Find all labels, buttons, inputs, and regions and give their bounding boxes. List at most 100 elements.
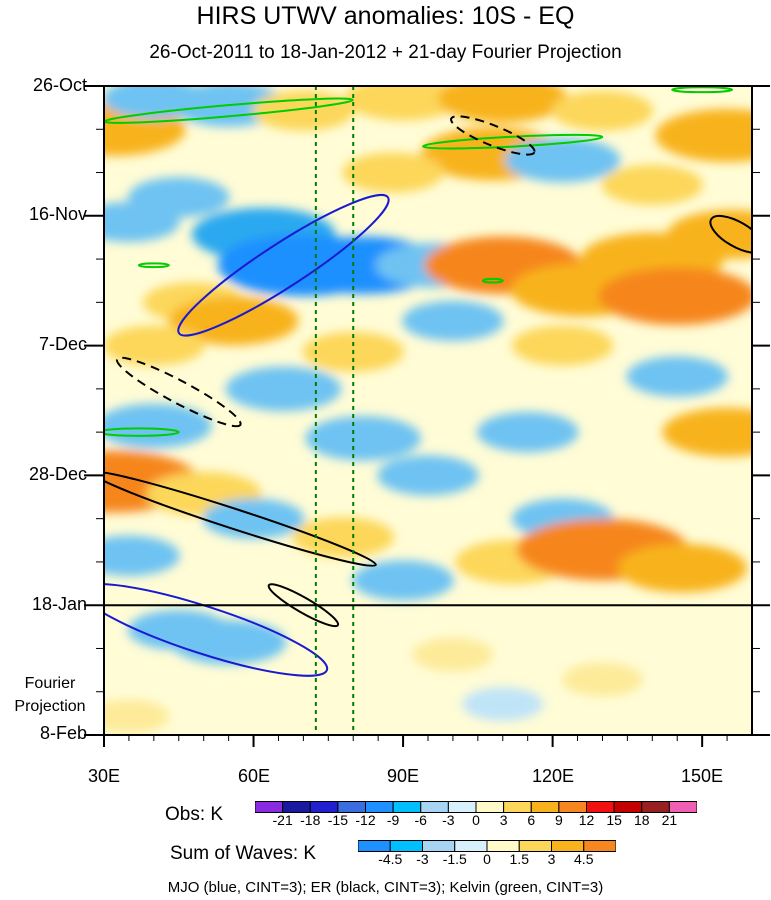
colorbar-label: -1.5 <box>442 851 467 867</box>
anomaly-blob <box>462 687 544 721</box>
waves-colorbar-labels: -4.5 -3 -1.5 0 1.5 3 4.5 <box>358 851 616 869</box>
anomaly-blob <box>504 137 621 183</box>
colorbar-label: 6 <box>527 812 536 828</box>
colorbar-label: 4.5 <box>574 851 594 867</box>
y-tick-label: 7-Dec <box>38 334 87 354</box>
x-tick-label: 60E <box>237 766 271 786</box>
anomaly-blob <box>617 543 748 593</box>
colorbar-label: -3 <box>442 812 455 828</box>
anomaly-blob <box>104 201 180 243</box>
y-tick-label: 16-Nov <box>28 204 87 224</box>
kelvin-contour <box>104 427 180 437</box>
anomaly-blob <box>626 356 729 397</box>
anomaly-blob <box>476 412 579 453</box>
anomaly-blob <box>305 416 422 461</box>
x-tick-label: 30E <box>87 766 121 786</box>
waves-legend-title: Sum of Waves: K <box>170 843 317 864</box>
colorbar-swatch <box>255 801 284 813</box>
y-tick-label: 18-Jan <box>31 594 87 614</box>
anomaly-blob <box>352 560 454 601</box>
colorbar-label: 0 <box>483 851 491 867</box>
obs-colorbar-labels: -21 -18 -15 -12 -9 -6 -3 0 3 6 9 12 15 18 21 <box>255 812 697 830</box>
anomaly-blob <box>437 86 568 123</box>
x-tick-label: 90E <box>386 766 420 786</box>
colorbar-label: 18 <box>633 812 650 828</box>
kelvin-contour <box>481 277 504 284</box>
anomaly-blob <box>202 498 305 539</box>
colorbar-swatch <box>358 840 391 852</box>
axis-ticks <box>84 85 770 747</box>
fourier-label-line1: Fourier <box>24 675 76 692</box>
colorbar-swatch <box>583 840 616 852</box>
colorbar-swatch <box>454 840 488 852</box>
colorbar-swatch <box>530 801 560 813</box>
obs-colorbar <box>255 801 697 813</box>
colorbar-label: 21 <box>661 812 678 828</box>
anomaly-blob <box>662 407 752 457</box>
colorbar-swatch <box>558 801 587 813</box>
colorbar-swatch <box>420 801 449 813</box>
fourier-projection-label: Fourier Projection <box>10 672 90 718</box>
obs-legend-title: Obs: K <box>165 804 224 825</box>
colorbar-label: -3 <box>416 851 429 867</box>
er-contour <box>115 356 242 428</box>
anomaly-blob <box>402 300 504 341</box>
colorbar-label: 15 <box>606 812 622 828</box>
colorbar-swatch <box>282 801 311 813</box>
x-tick-label: 120E <box>531 766 575 786</box>
colorbar-swatch <box>392 801 422 813</box>
kelvin-contour <box>422 133 604 150</box>
anomaly-blob <box>601 164 704 205</box>
colorbar-swatch <box>422 840 456 852</box>
colorbar-label: 12 <box>578 812 595 828</box>
anomaly-blob <box>252 90 355 131</box>
colorbar-swatch <box>309 801 339 813</box>
y-tick-label: 8-Feb <box>39 723 87 743</box>
anomaly-blob <box>377 455 479 496</box>
colorbar-swatch <box>389 840 423 852</box>
chart-subtitle: 26-Oct-2011 to 18-Jan-2012 + 21-day Four… <box>149 42 622 63</box>
colorbar-swatch <box>503 801 532 813</box>
er-contour <box>709 214 752 254</box>
x-tick-label: 150E <box>680 766 724 786</box>
colorbar-label: -9 <box>386 812 400 828</box>
anomaly-blob <box>551 90 654 131</box>
anomaly-blob <box>342 152 444 193</box>
colorbar-label: -12 <box>355 812 376 828</box>
colorbar-label: 3 <box>499 812 508 828</box>
colorbar-swatch <box>447 801 477 813</box>
colorbar-label: -15 <box>327 812 348 828</box>
colorbar-swatch <box>365 801 394 813</box>
y-tick-label: 26-Oct <box>32 75 87 95</box>
anomaly-blob <box>292 517 395 558</box>
anomaly-blob <box>562 662 643 697</box>
colorbar-swatch <box>641 801 670 813</box>
waves-colorbar <box>358 840 616 852</box>
anomaly-blob <box>104 535 180 576</box>
anomaly-blob <box>655 108 752 163</box>
colorbar-swatch <box>475 801 505 813</box>
colorbar-label: -6 <box>414 812 427 828</box>
wave-contours <box>104 86 752 677</box>
colorbar-label: -4.5 <box>378 851 403 867</box>
colorbar-swatch <box>586 801 615 813</box>
colorbar-label: 0 <box>472 812 480 828</box>
anomaly-blob <box>412 637 494 672</box>
colorbar-label: 9 <box>554 812 563 828</box>
anomaly-blob <box>104 699 170 734</box>
colorbar-swatch <box>518 840 552 852</box>
chart-title: HIRS UTWV anomalies: 10S - EQ <box>196 2 575 30</box>
mjo-contour <box>177 193 390 337</box>
colorbar-swatch <box>613 801 643 813</box>
kelvin-contour <box>137 262 170 269</box>
colorbar-swatch <box>668 801 697 813</box>
anomaly-blob <box>104 325 205 366</box>
kelvin-contour <box>671 86 734 94</box>
fourier-label-line2: Projection <box>14 698 86 715</box>
contour-legend-caption: MJO (blue, CINT=3); ER (black, CINT=3); … <box>167 879 604 896</box>
anomaly-blob <box>345 86 461 121</box>
er-contour <box>104 470 377 567</box>
mjo-contour <box>104 583 329 677</box>
colorbar-label: -21 <box>272 812 293 828</box>
colorbar-label: 3 <box>547 851 556 867</box>
